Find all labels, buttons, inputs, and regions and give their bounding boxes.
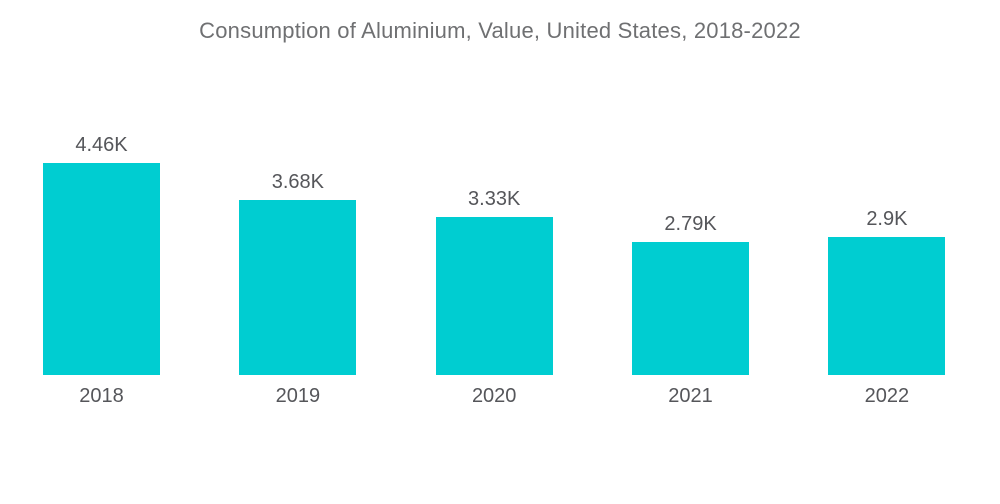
bar-value-label: 2.9K <box>866 208 908 230</box>
bar-2018 <box>43 163 160 375</box>
x-axis-tick-label: 2018 <box>79 385 124 407</box>
chart-title: Consumption of Aluminium, Value, United … <box>199 18 801 43</box>
bar-2021 <box>632 242 750 375</box>
bar-value-label: 4.46K <box>75 134 128 156</box>
bar-2020 <box>435 217 553 375</box>
x-axis-tick-label: 2022 <box>864 385 910 407</box>
x-axis-tick-label: 2019 <box>275 385 321 407</box>
bar-value-label: 3.68K <box>271 171 324 193</box>
bar-2022 <box>828 237 946 375</box>
bar-value-label: 2.79K <box>664 213 717 235</box>
x-axis-tick-label: 2020 <box>471 385 517 407</box>
bar-2019 <box>239 200 357 375</box>
bar-value-label: 3.33K <box>468 188 521 210</box>
x-axis-tick-label: 2021 <box>668 385 713 407</box>
